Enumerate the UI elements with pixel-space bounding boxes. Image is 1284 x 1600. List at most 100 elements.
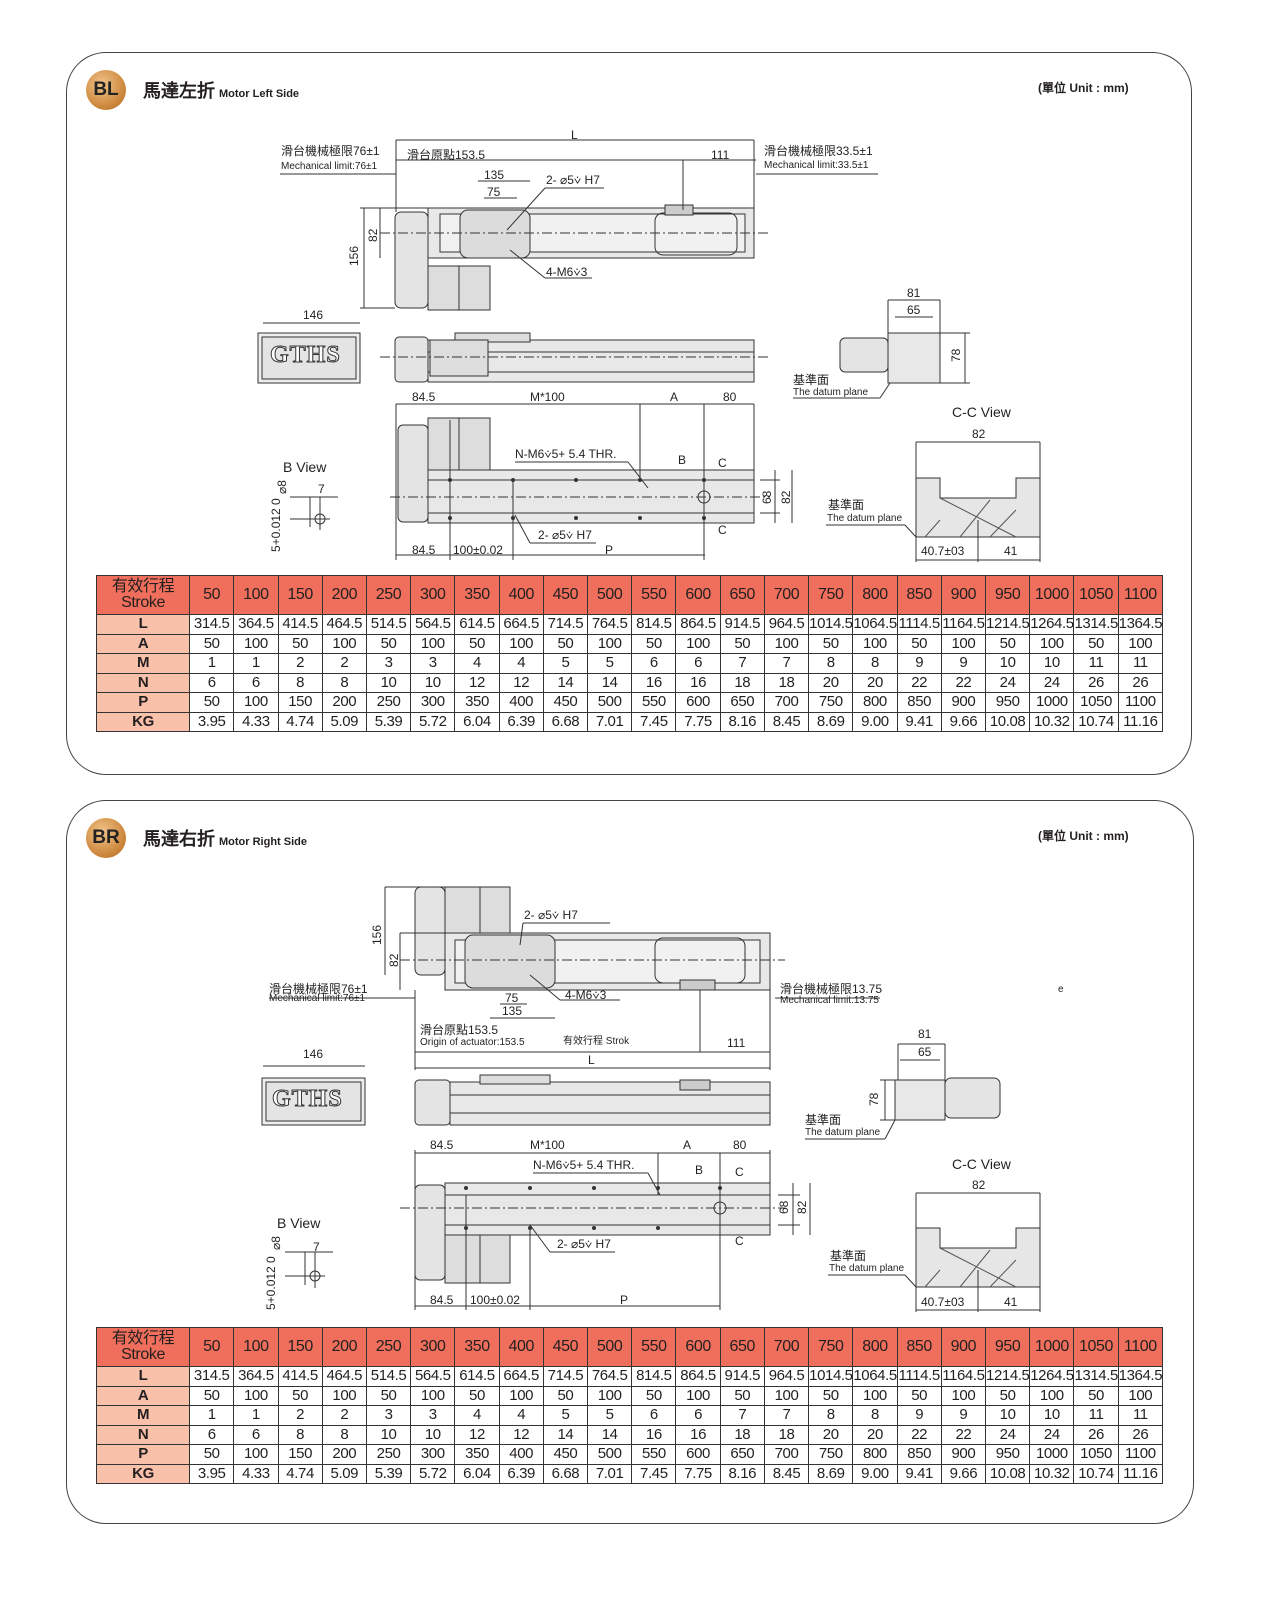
table-cell: 100 [1029, 1385, 1075, 1406]
table-cell: 18 [763, 1424, 810, 1445]
panel-title-zh: 馬達左折 [143, 81, 215, 101]
stroke-value-cell: 550 [631, 1327, 677, 1367]
stroke-value-cell: 650 [719, 575, 765, 615]
stroke-value-cell: 200 [321, 1327, 367, 1367]
table-cell: 5.09 [321, 711, 367, 732]
stroke-value-cell: 1000 [1029, 575, 1075, 615]
table-cell: 5 [587, 653, 633, 674]
table-cell: 7.45 [631, 711, 677, 732]
row-header-cell: P [95, 692, 191, 713]
dimension-label: 75 [487, 185, 501, 199]
dimension-label: 滑台原點153.5 [420, 1023, 499, 1037]
table-cell: 5.39 [365, 1463, 412, 1484]
dimension-label: 2- ⌀5⩒ H7 [557, 1237, 611, 1251]
table-cell: 1214.5 [984, 614, 1031, 635]
table-cell: 414.5 [277, 1366, 323, 1387]
table-cell: 9.00 [852, 1463, 898, 1484]
table-cell: 24 [984, 672, 1031, 693]
table-row: A 50 100 50 100 50 100 50 100 50 100 50 100 50 100 50 10… [95, 1385, 1164, 1406]
stroke-value-cell: 850 [896, 1327, 942, 1367]
table-cell: 750 [808, 1444, 854, 1465]
table-cell: 814.5 [631, 614, 677, 635]
table-cell: 1364.5 [1117, 614, 1164, 635]
table-cell: 20 [852, 1424, 898, 1445]
row-header-cell: L [95, 614, 191, 635]
dimension-label: C [735, 1165, 744, 1179]
b-view-drawing-bl [290, 496, 338, 530]
table-cell: 2 [321, 1405, 367, 1426]
dimension-label: P [605, 543, 614, 557]
table-cell: 10 [410, 1424, 456, 1445]
table-cell: 20 [808, 1424, 854, 1445]
table-cell: 700 [763, 1444, 810, 1465]
dimension-label: The datum plane [827, 513, 903, 524]
side-view-drawing-bl [380, 332, 770, 383]
table-cell: 4 [498, 1405, 544, 1426]
table-cell: 7 [763, 1405, 810, 1426]
table-cell: 6.39 [498, 1463, 544, 1484]
dimension-label: A [670, 390, 679, 404]
table-cell: 10 [365, 672, 412, 693]
table-cell: 6.68 [542, 1463, 589, 1484]
dimension-label: The datum plane [793, 387, 869, 398]
dimension-label: A [683, 1138, 692, 1152]
dimension-label: 4-M6⩒3 [565, 988, 607, 1002]
gths-logo-bl: GTHS [270, 342, 341, 369]
stroke-spec-table: 有效行程 Stroke 50 100 150 200 250 300 350 400 450 500 5… [95, 1327, 1164, 1484]
table-cell: 100 [852, 1385, 898, 1406]
table-cell: 664.5 [498, 614, 544, 635]
dimension-label: The datum plane [829, 1263, 905, 1274]
dimension-label: 68 [760, 490, 774, 504]
table-cell: 1264.5 [1029, 1366, 1075, 1387]
table-cell: 664.5 [498, 1366, 544, 1387]
table-cell: 50 [896, 1385, 942, 1406]
dimension-label: 84.5 [430, 1138, 454, 1152]
panel-badge: BL [86, 70, 126, 110]
table-cell: 5 [542, 653, 589, 674]
stroke-value-cell: 500 [587, 1327, 633, 1367]
stroke-header-cell: 有效行程 Stroke [95, 1327, 191, 1367]
table-cell: 414.5 [277, 614, 323, 635]
table-cell: 6 [631, 653, 677, 674]
dimension-label: 146 [303, 308, 324, 322]
table-cell: 464.5 [321, 1366, 367, 1387]
table-cell: 100 [852, 633, 898, 654]
stroke-value-cell: 950 [984, 1327, 1031, 1367]
end-view-drawing-bl [793, 299, 970, 399]
dimension-label: 135 [502, 1004, 523, 1018]
front-view-drawing-br [261, 1065, 366, 1126]
bottom-view-drawing-bl [390, 403, 793, 560]
table-cell: 50 [1073, 633, 1119, 654]
dimension-label: 41 [1004, 544, 1018, 558]
table-cell: 20 [852, 672, 898, 693]
stroke-value-cell: 800 [852, 575, 898, 615]
table-cell: 950 [984, 1444, 1031, 1465]
row-header-cell: KG [95, 711, 191, 732]
table-cell: 1050 [1073, 692, 1119, 713]
table-cell: 18 [719, 672, 765, 693]
table-row: A 50 100 50 100 50 100 50 100 50 100 50 100 50 100 50 10… [95, 633, 1164, 654]
table-cell: 1264.5 [1029, 614, 1075, 635]
row-header-cell: KG [95, 1463, 191, 1484]
table-cell: 10 [984, 1405, 1031, 1426]
stroke-value-cell: 100 [233, 575, 279, 615]
dimension-label: 78 [867, 1092, 881, 1106]
table-cell: 50 [984, 633, 1031, 654]
stroke-value-cell: 850 [896, 575, 942, 615]
cc-section-drawing-bl [826, 441, 1041, 562]
dimension-label: 滑台機械極限76±1 [281, 144, 380, 158]
table-cell: 5.09 [321, 1463, 367, 1484]
table-cell: 650 [719, 1444, 765, 1465]
table-cell: 1100 [1117, 1444, 1164, 1465]
dimension-label: 滑台機械極限76±1 [269, 982, 368, 996]
table-cell: 4.33 [233, 1463, 279, 1484]
table-cell: 1164.5 [940, 614, 987, 635]
table-cell: 8 [808, 1405, 854, 1426]
table-cell: 2 [277, 653, 323, 674]
dimension-label: 滑台機械極限33.5±1 [764, 144, 873, 158]
table-cell: 16 [631, 1424, 677, 1445]
table-cell: 1000 [1029, 1444, 1075, 1465]
row-header-cell: L [95, 1366, 191, 1387]
dimension-label: N-M6⩒5+ 5.4 THR. [515, 447, 617, 461]
table-cell: 864.5 [675, 614, 721, 635]
